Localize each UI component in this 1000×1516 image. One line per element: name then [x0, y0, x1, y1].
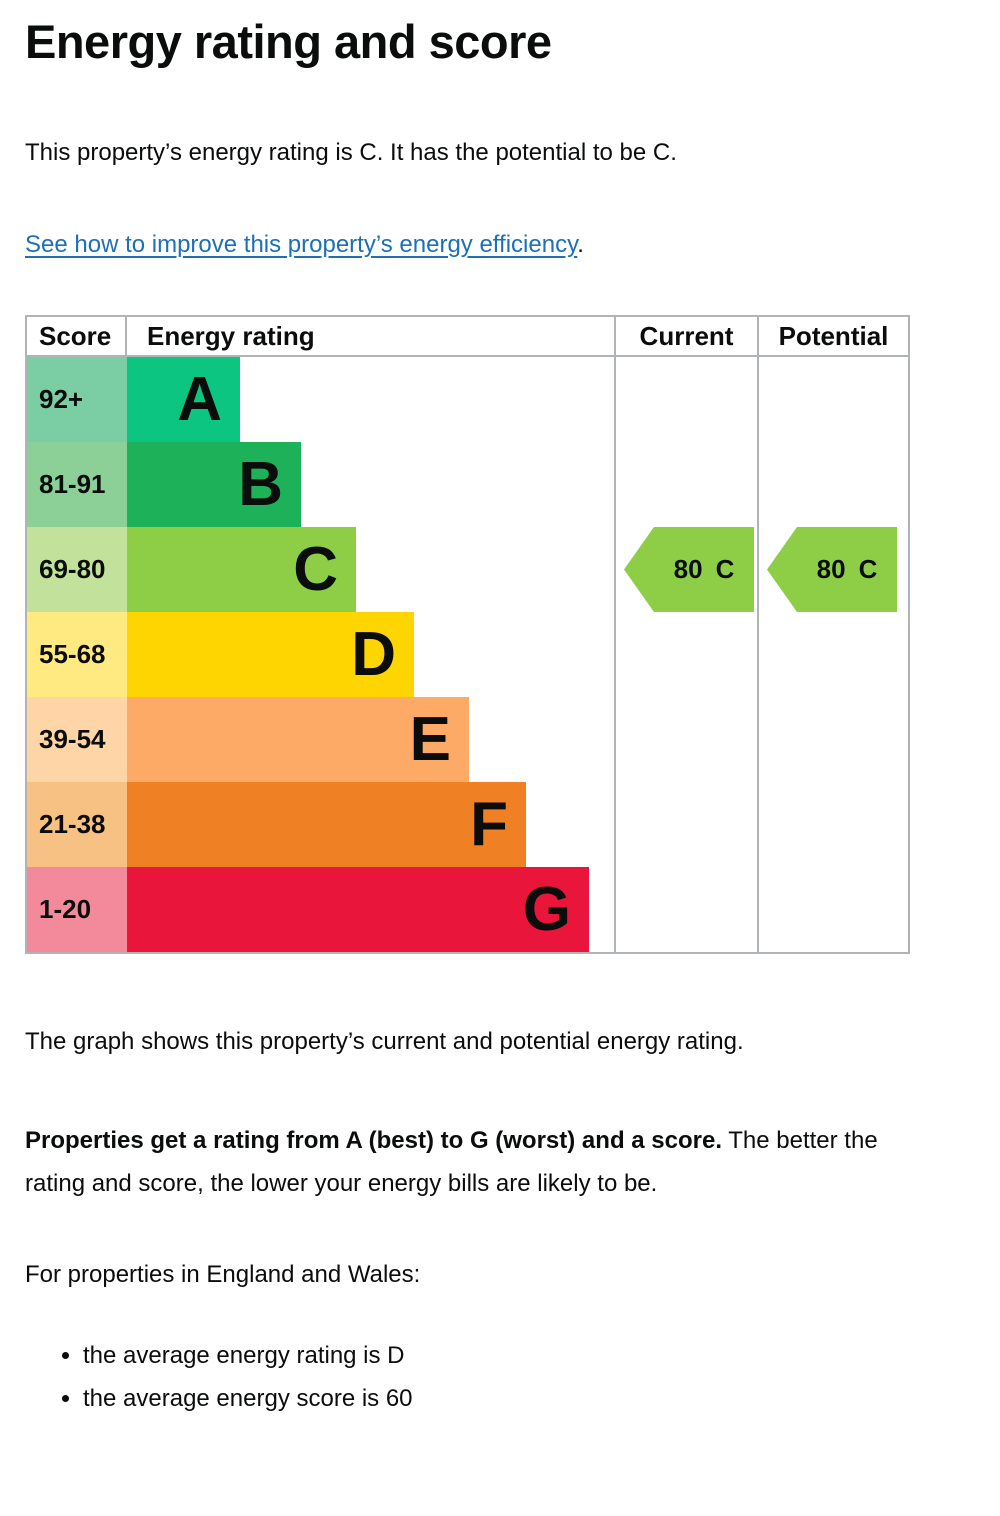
band-letter: G: [522, 874, 571, 944]
current-rating-arrow: 80 C: [624, 526, 754, 612]
current-cell-D: [614, 611, 757, 697]
score-range-G: 1-20: [27, 866, 127, 952]
current-cell-E: [614, 696, 757, 782]
band-bar-G: G: [127, 866, 589, 952]
band-letter: D: [351, 619, 396, 689]
potential-cell-A: [757, 356, 908, 442]
band-bar-cell-B: B: [127, 441, 614, 527]
potential-band: C: [858, 553, 878, 584]
band-letter: C: [293, 534, 338, 604]
column-header-rating: Energy rating: [127, 317, 614, 357]
potential-cell-G: [757, 866, 908, 952]
band-bar-B: B: [127, 441, 301, 527]
band-letter: B: [238, 449, 283, 519]
rating-explanation: Properties get a rating from A (best) to…: [25, 1119, 925, 1205]
arrow-shape-icon: [624, 526, 754, 612]
potential-cell-D: [757, 611, 908, 697]
band-bar-cell-C: C: [127, 526, 614, 612]
current-band: C: [715, 553, 735, 584]
score-range-A: 92+: [27, 356, 127, 442]
band-bar-cell-G: G: [127, 866, 614, 952]
score-range-label: 55-68: [39, 638, 106, 669]
improve-efficiency-link[interactable]: See how to improve this property’s energ…: [25, 230, 578, 258]
potential-cell-B: [757, 441, 908, 527]
page-title: Energy rating and score: [25, 15, 552, 68]
score-range-label: 92+: [39, 383, 84, 414]
band-bar-A: A: [127, 356, 240, 442]
score-range-E: 39-54: [27, 696, 127, 782]
average-facts-list: the average energy rating is D the avera…: [25, 1334, 930, 1420]
region-heading: For properties in England and Wales:: [25, 1260, 421, 1288]
score-range-label: 81-91: [39, 468, 106, 499]
current-score: 80: [673, 553, 703, 584]
potential-score: 80: [816, 553, 846, 584]
potential-cell-F: [757, 781, 908, 867]
score-range-label: 39-54: [39, 723, 106, 754]
score-range-B: 81-91: [27, 441, 127, 527]
column-header-current: Current: [614, 316, 757, 357]
current-cell-A: [614, 356, 757, 442]
band-letter: A: [177, 364, 222, 434]
band-bar-C: C: [127, 526, 356, 612]
score-range-F: 21-38: [27, 781, 127, 867]
rating-explanation-rest: The better the rating and score, the low…: [25, 1126, 878, 1197]
band-bar-cell-D: D: [127, 611, 614, 697]
potential-cell-E: [757, 696, 908, 782]
current-cell-C: 80 C: [614, 526, 757, 612]
score-range-label: 1-20: [39, 893, 92, 924]
score-range-label: 21-38: [39, 808, 106, 839]
list-item: the average energy score is 60: [83, 1377, 930, 1420]
rating-explanation-bold: Properties get a rating from A (best) to…: [25, 1126, 722, 1154]
band-bar-F: F: [127, 781, 526, 867]
potential-cell-C: 80 C: [757, 526, 908, 612]
band-letter: F: [470, 789, 508, 859]
chart-caption: The graph shows this property’s current …: [25, 1027, 744, 1055]
band-bar-D: D: [127, 611, 414, 697]
energy-rating-page: Energy rating and score This property’s …: [0, 16, 1000, 1420]
band-letter: E: [409, 704, 451, 774]
column-header-potential: Potential: [757, 316, 908, 357]
band-bar-cell-F: F: [127, 781, 614, 867]
potential-rating-arrow: 80 C: [767, 526, 897, 612]
arrow-shape-icon: [767, 526, 897, 612]
link-period: .: [577, 230, 584, 258]
column-header-score: Score: [27, 316, 127, 357]
current-cell-F: [614, 781, 757, 867]
score-range-label: 69-80: [39, 553, 106, 584]
intro-text: This property’s energy rating is C. It h…: [25, 138, 677, 166]
list-item: the average energy rating is D: [83, 1334, 930, 1377]
energy-rating-chart: Score Energy rating Current Potential 92…: [25, 314, 910, 954]
band-bar-cell-A: A: [127, 356, 614, 442]
score-range-C: 69-80: [27, 526, 127, 612]
current-cell-B: [614, 441, 757, 527]
improve-link-line: See how to improve this property’s energ…: [25, 230, 930, 260]
current-cell-G: [614, 866, 757, 952]
band-bar-E: E: [127, 696, 469, 782]
score-range-D: 55-68: [27, 611, 127, 697]
band-bar-cell-E: E: [127, 696, 614, 782]
